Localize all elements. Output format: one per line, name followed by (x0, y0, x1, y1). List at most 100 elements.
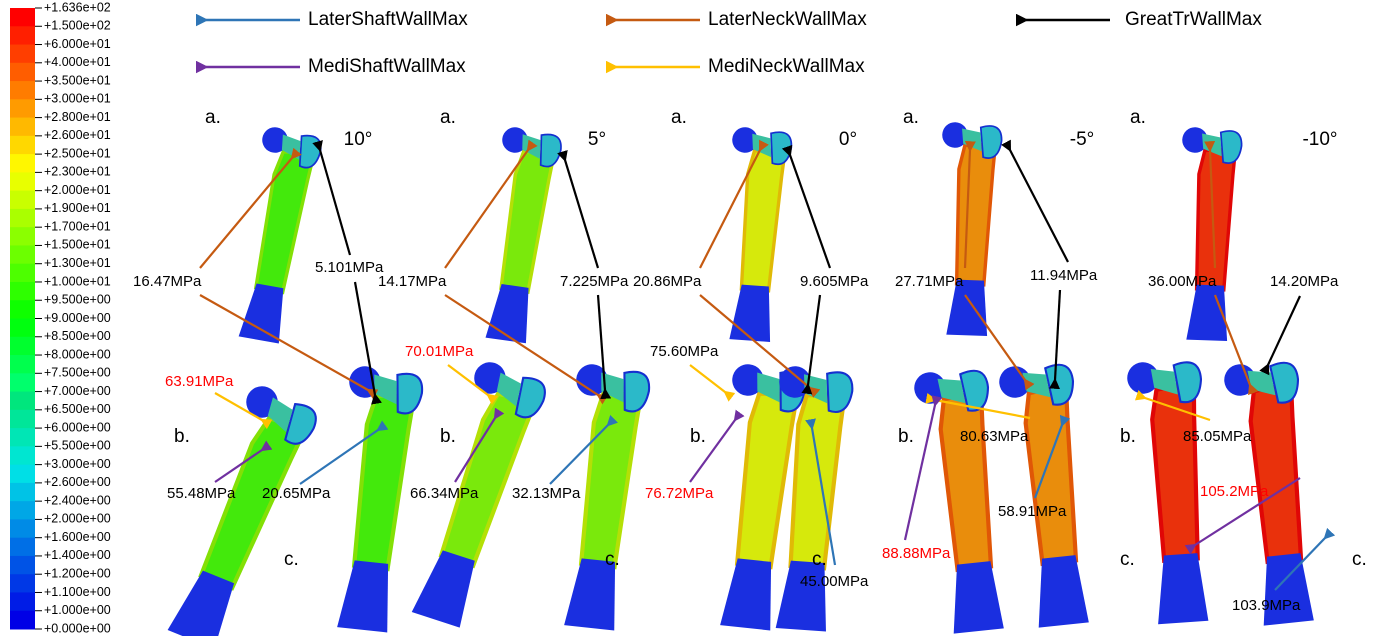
colorbar-label: +7.500e+00 (44, 366, 111, 380)
femur (228, 125, 323, 345)
colorbar-label: +8.500e+00 (44, 329, 111, 343)
femur-shaft (740, 147, 786, 291)
colorbar-band (10, 446, 35, 465)
annotation-value: 76.72MPa (645, 485, 714, 502)
annotation-arrow (1010, 150, 1068, 262)
colorbar-band (10, 154, 35, 173)
colorbar-band (10, 264, 35, 283)
colorbar-label: +1.000e+00 (44, 603, 111, 617)
colorbar-band (10, 465, 35, 484)
panel-label: b. (1120, 426, 1136, 447)
femur-trochanter (980, 126, 1002, 159)
colorbar-label: +6.000e+01 (44, 37, 111, 51)
annotation-value: 88.88MPa (882, 545, 951, 562)
femur (1175, 127, 1242, 341)
colorbar-label: +1.200e+00 (44, 567, 111, 581)
panel-label: a. (440, 107, 456, 128)
colorbar-label: +2.000e+00 (44, 512, 111, 526)
femur-trochanter (769, 132, 792, 166)
colorbar-band (10, 81, 35, 100)
colorbar-label: +1.636e+02 (44, 0, 111, 14)
angle-label: 10° (344, 129, 373, 150)
femur-distal (1153, 553, 1208, 625)
panel-label: c. (1352, 549, 1367, 570)
annotation-arrow (565, 160, 598, 268)
annotation-value: 14.20MPa (1270, 273, 1339, 290)
colorbar-band (10, 45, 35, 64)
femur-distal (776, 560, 831, 632)
colorbar-band (10, 373, 35, 392)
annotation-value: 36.00MPa (1148, 273, 1217, 290)
colorbar-label: +1.500e+01 (44, 238, 111, 252)
colorbar-band (10, 611, 35, 630)
panel-label: a. (671, 107, 687, 128)
femur-trochanter (296, 134, 323, 169)
femur-shaft (1022, 385, 1084, 564)
colorbar-band (10, 172, 35, 191)
panel-label: c. (605, 549, 620, 570)
femur-shaft (937, 391, 999, 570)
colorbar-label: +2.300e+01 (44, 165, 111, 179)
angle-label: -5° (1070, 129, 1095, 150)
colorbar-band (10, 319, 35, 338)
panel-label: a. (205, 107, 221, 128)
femur (998, 360, 1099, 629)
colorbar-band (10, 337, 35, 356)
femur-distal (729, 284, 774, 342)
colorbar-band (10, 63, 35, 82)
panel-label: b. (898, 426, 914, 447)
annotation-arrow (965, 295, 1025, 380)
femur (475, 126, 563, 345)
annotation-arrow (790, 155, 830, 268)
femur-trochanter (825, 372, 854, 414)
panel-label: b. (440, 426, 456, 447)
colorbar-band (10, 118, 35, 137)
colorbar-label: +1.700e+01 (44, 219, 111, 233)
colorbar-label: +2.400e+00 (44, 493, 111, 507)
colorbar-label: +1.300e+01 (44, 256, 111, 270)
colorbar-label: +3.500e+01 (44, 73, 111, 87)
colorbar-band (10, 538, 35, 557)
panel-label: a. (903, 107, 919, 128)
femur-shaft (955, 142, 996, 285)
annotation-value: 32.13MPa (512, 485, 581, 502)
colorbar-label: +1.100e+00 (44, 585, 111, 599)
panel-label: b. (174, 426, 190, 447)
femur-shaft (1247, 383, 1309, 562)
annotation-value: 103.9MPa (1232, 597, 1301, 614)
panel-label: a. (1130, 107, 1146, 128)
femur (913, 366, 1014, 635)
annotation-value: 105.2MPa (1200, 483, 1269, 500)
panel-label: c. (284, 549, 299, 570)
colorbar-band (10, 592, 35, 611)
annotation-value: 16.47MPa (133, 273, 202, 290)
annotation-value: 55.48MPa (167, 485, 236, 502)
colorbar-label: +7.000e+00 (44, 384, 111, 398)
figure: LaterShaftWallMaxLaterNeckWallMaxGreatTr… (0, 0, 1375, 636)
annotation-value: 11.94MPa (1030, 267, 1098, 284)
colorbar-band (10, 300, 35, 319)
femur (935, 122, 1002, 336)
annotation-arrow (808, 295, 820, 385)
panel-label: b. (690, 426, 706, 447)
femur-shaft (352, 391, 414, 570)
colorbar-label: +9.500e+00 (44, 293, 111, 307)
femur-distal (720, 557, 777, 630)
colorbar-band (10, 556, 35, 575)
colorbar-label: +3.000e+00 (44, 457, 111, 471)
colorbar-band (10, 99, 35, 118)
colorbar-band (10, 501, 35, 520)
femur-shaft (1195, 147, 1236, 290)
colorbar-label: +6.000e+00 (44, 420, 111, 434)
legend-label: MediShaftWallMax (308, 56, 466, 77)
colorbar-band (10, 519, 35, 538)
colorbar-band (10, 282, 35, 301)
colorbar-label: +1.400e+00 (44, 548, 111, 562)
colorbar-label: +1.500e+02 (44, 19, 111, 33)
panel-label: c. (1120, 549, 1135, 570)
femur-shaft (579, 389, 641, 568)
colorbar-band (10, 136, 35, 155)
colorbar-band (10, 574, 35, 593)
annotation-value: 7.225MPa (560, 273, 629, 290)
colorbar-label: +2.600e+01 (44, 128, 111, 142)
